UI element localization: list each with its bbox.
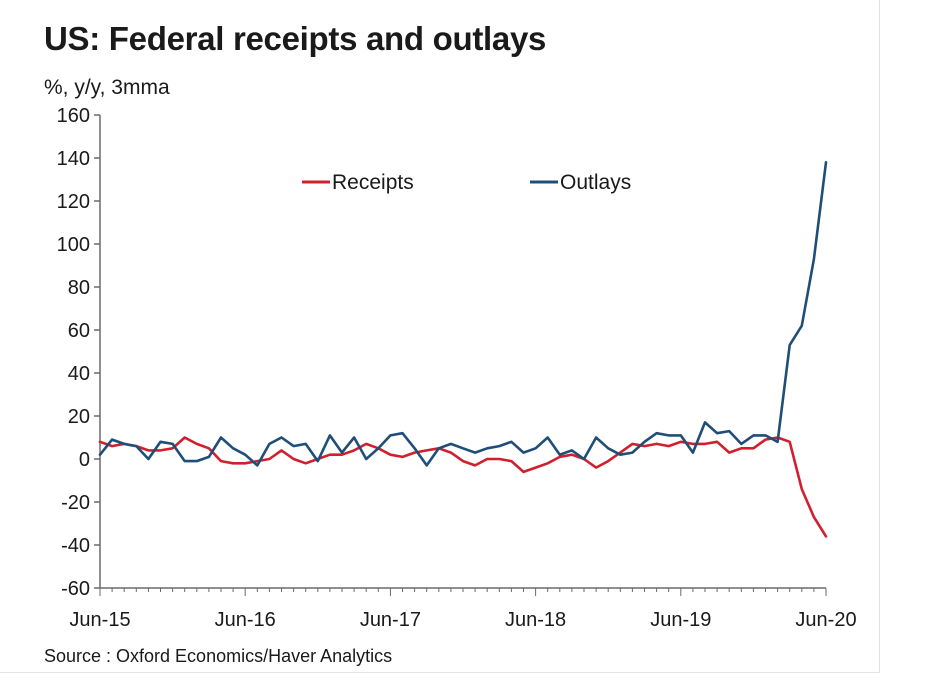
y-tick-label: 80 (68, 277, 90, 299)
x-tick-label: Jun-16 (215, 609, 276, 631)
series-lines (98, 161, 828, 538)
y-tick-label: 20 (68, 406, 90, 428)
axes (99, 115, 826, 589)
y-tick-label: 60 (68, 320, 90, 342)
y-ticks: 160 140 120 100 80 60 40 20 0 -20 -40 -60 (57, 105, 100, 600)
y-axis-unit-label: %, y/y, 3mma (44, 76, 170, 99)
x-tick-label: Jun-20 (795, 609, 856, 631)
y-tick-label: 120 (57, 191, 90, 213)
y-tick-label: 40 (68, 363, 90, 385)
x-tick-label: Jun-15 (69, 609, 130, 631)
y-tick-label: 140 (57, 148, 90, 170)
x-tick-label: Jun-17 (360, 609, 421, 631)
legend-label-outlays: Outlays (560, 171, 631, 194)
series-line-receipts (98, 436, 828, 538)
y-tick-label: 100 (57, 234, 90, 256)
y-tick-label: -60 (61, 578, 90, 600)
y-tick-label: 0 (79, 449, 90, 471)
chart-title: US: Federal receipts and outlays (44, 20, 547, 57)
chart-frame (0, 0, 880, 673)
series-line-outlays (98, 161, 828, 467)
y-tick-label: 160 (57, 105, 90, 127)
x-ticks: Jun-15 Jun-16 Jun-17 Jun-18 Jun-19 Jun-20 (69, 588, 857, 631)
legend: Receipts Outlays (302, 171, 631, 194)
x-tick-label: Jun-18 (505, 609, 566, 631)
legend-label-receipts: Receipts (332, 171, 414, 194)
x-tick-label: Jun-19 (650, 609, 711, 631)
y-tick-label: -40 (61, 535, 90, 557)
source-note: Source : Oxford Economics/Haver Analytic… (44, 646, 393, 666)
y-tick-label: -20 (61, 492, 90, 514)
